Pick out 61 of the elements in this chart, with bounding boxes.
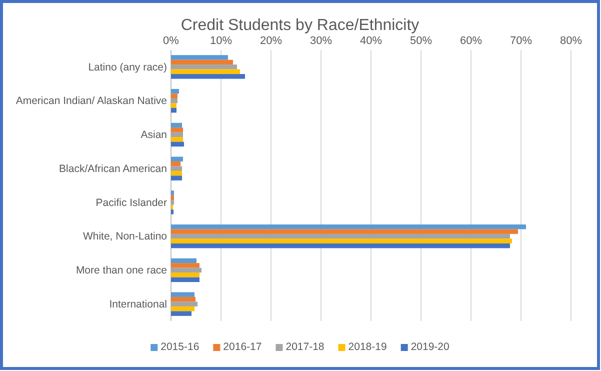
bar: [171, 60, 233, 65]
legend-label: 2016-17: [223, 341, 262, 353]
bar: [171, 296, 196, 302]
bar: [171, 137, 183, 142]
bar: [171, 64, 237, 70]
bar: [171, 224, 526, 230]
bar: [171, 132, 183, 138]
bar: [171, 74, 245, 79]
bar: [171, 243, 510, 248]
y-tick-label: International: [109, 298, 167, 310]
bar: [171, 142, 184, 147]
x-tick-label: 70%: [510, 35, 532, 47]
bar: [171, 234, 510, 239]
y-tick-label: Pacific Islander: [96, 196, 168, 209]
bar: [171, 103, 176, 108]
y-tick-label: Asian: [140, 129, 168, 142]
y-tick-label: Black/African American: [59, 162, 168, 175]
bar: [171, 176, 182, 180]
bar: [171, 263, 200, 268]
bar: [171, 166, 182, 171]
bar: [171, 108, 176, 113]
bar: [171, 272, 200, 278]
x-tick-label: 50%: [410, 35, 432, 47]
bar: [171, 122, 182, 128]
y-tick-label: More than one race: [76, 264, 168, 277]
bar: [171, 311, 192, 316]
x-tick-label: 40%: [360, 35, 382, 47]
legend-label: 2019-20: [410, 341, 450, 353]
x-tick-label: 80%: [560, 35, 582, 47]
bar: [171, 268, 202, 273]
x-tick-label: 0%: [163, 35, 180, 47]
bar: [171, 292, 194, 297]
bar: [171, 258, 196, 264]
legend-label: 2017-18: [286, 341, 324, 353]
bar: [171, 195, 174, 200]
bar: [171, 88, 179, 94]
legend-label: 2015-16: [160, 341, 200, 353]
bar: [171, 55, 228, 60]
bar: [171, 190, 174, 196]
y-tick-label: Latino (any race): [88, 61, 167, 74]
bar: [171, 69, 240, 74]
x-tick-label: 60%: [460, 35, 482, 47]
bar: [171, 306, 194, 312]
bar: [171, 302, 198, 306]
bar: [171, 170, 182, 176]
x-tick-label: 20%: [260, 35, 282, 47]
y-tick-label: American Indian/ Alaskan Native: [16, 95, 168, 108]
bar: [171, 229, 518, 234]
bar: [171, 238, 512, 244]
x-tick-label: 30%: [310, 35, 332, 47]
bar: [171, 277, 200, 282]
bar: [171, 98, 178, 104]
bar: [171, 128, 183, 132]
bar: [171, 156, 183, 162]
y-tick-label: White, Non-Latino: [82, 230, 168, 243]
x-tick-label: 10%: [210, 35, 232, 47]
chart-title: Credit Students by Race/Ethnicity: [180, 17, 420, 34]
legend-label: 2018-19: [348, 341, 387, 353]
bar: [171, 94, 178, 98]
bar: [171, 200, 174, 205]
bar: [171, 161, 180, 166]
